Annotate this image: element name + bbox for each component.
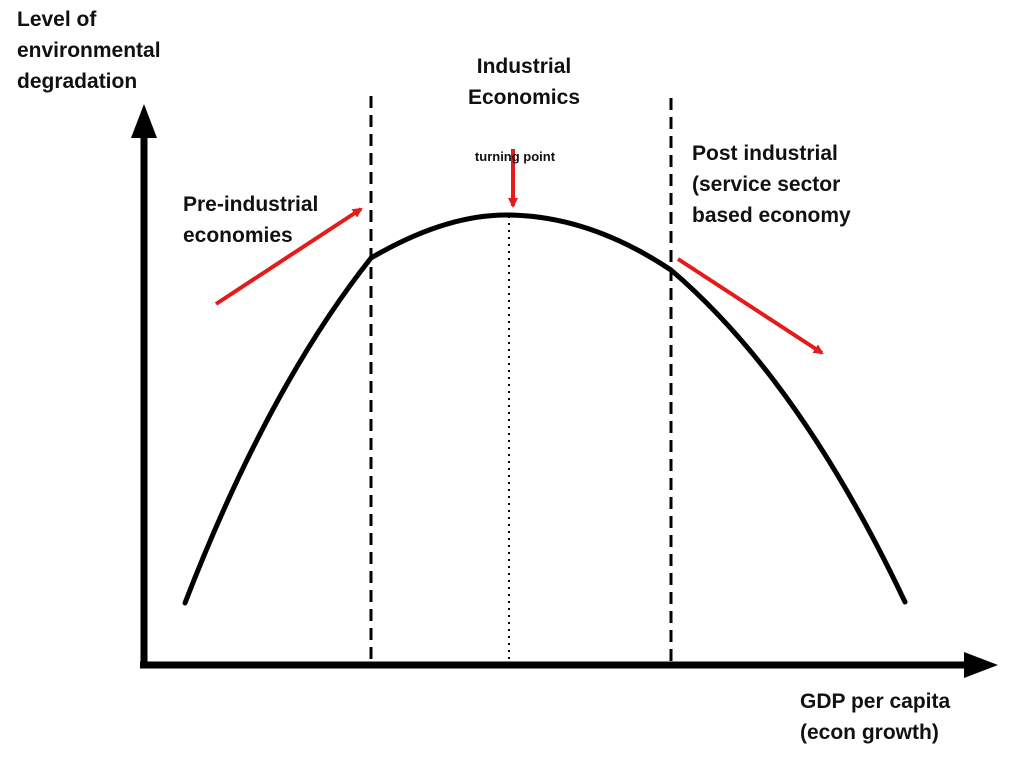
arrow-up-right-icon — [214, 207, 363, 306]
pre-industrial-label: Pre-industrial economies — [183, 193, 319, 247]
y-axis-arrowhead — [131, 104, 157, 138]
x-axis-label: GDP per capita (econ growth) — [800, 690, 951, 744]
turning-point-label: turning point — [474, 149, 556, 164]
x-axis-arrowhead — [964, 652, 998, 678]
y-axis-label: Level of environmental degradation — [17, 8, 161, 93]
post-industrial-label: Post industrial (service sector based ec… — [692, 142, 851, 227]
arrow-down-right-icon — [676, 257, 824, 355]
degradation-curve — [182, 212, 908, 606]
industrial-economics-label: Industrial Economics — [467, 55, 581, 109]
